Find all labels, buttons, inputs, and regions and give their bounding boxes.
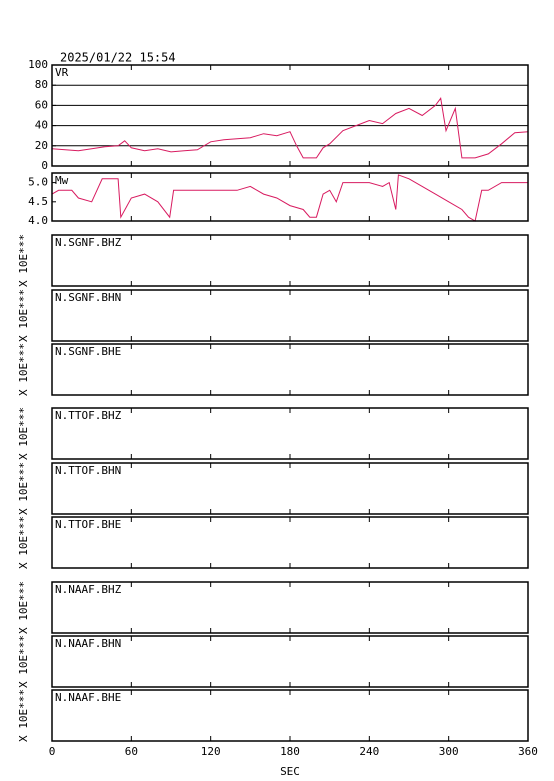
y-tick-label: 80: [35, 78, 48, 91]
x-tick-label: 240: [359, 745, 379, 758]
amplitude-label: X 10E***: [17, 462, 30, 515]
amplitude-label: X 10E***: [17, 343, 30, 396]
x-tick-label: 0: [49, 745, 56, 758]
panel-frame: [51, 407, 529, 460]
y-tick-label: 40: [35, 119, 48, 132]
y-tick-label: 20: [35, 139, 48, 152]
series-name: VR: [55, 66, 69, 79]
panel-frame: [51, 343, 529, 396]
x-tick-label: 360: [518, 745, 538, 758]
station-label: N.SGNF.BHN: [55, 291, 121, 304]
timestamp: 2025/01/22 15:54: [60, 51, 176, 65]
panel-frame: [51, 172, 529, 222]
station-label: N.NAAF.BHE: [55, 691, 121, 704]
x-tick-label: 60: [125, 745, 138, 758]
panel-frame: [51, 516, 529, 569]
x-tick-label: 180: [280, 745, 300, 758]
amplitude-label: X 10E***: [17, 689, 30, 742]
panel-frame: [51, 234, 529, 287]
y-tick-label: 0: [41, 159, 48, 172]
panel-frame: [51, 289, 529, 342]
station-label: N.TTOF.BHN: [55, 464, 121, 477]
series-line: [51, 97, 529, 159]
panel-frame: [51, 462, 529, 515]
panel-frame: [51, 689, 529, 742]
station-label: N.NAAF.BHZ: [55, 583, 122, 596]
station-label: N.NAAF.BHN: [55, 637, 121, 650]
y-tick-label: 5.0: [28, 176, 48, 189]
amplitude-label: X 10E***: [17, 516, 30, 569]
amplitude-label: X 10E***: [17, 234, 30, 287]
station-label: N.SGNF.BHZ: [55, 236, 122, 249]
amplitude-label: X 10E***: [17, 635, 30, 688]
y-tick-label: 60: [35, 98, 48, 111]
station-label: N.TTOF.BHE: [55, 518, 121, 531]
x-tick-label: 300: [439, 745, 459, 758]
y-tick-label: 4.5: [28, 195, 48, 208]
amplitude-label: X 10E***: [17, 407, 30, 460]
y-tick-label: 100: [28, 58, 48, 71]
amplitude-label: X 10E***: [17, 289, 30, 342]
station-label: N.TTOF.BHZ: [55, 409, 122, 422]
station-label: N.SGNF.BHE: [55, 345, 121, 358]
series-name: Mw: [55, 174, 69, 187]
x-axis-label: SEC: [280, 765, 300, 778]
panel-frame: [51, 635, 529, 688]
y-tick-label: 4.0: [28, 214, 48, 227]
panel-frame: [51, 581, 529, 634]
series-line: [51, 174, 528, 222]
amplitude-label: X 10E***: [17, 581, 30, 634]
x-tick-label: 120: [201, 745, 221, 758]
